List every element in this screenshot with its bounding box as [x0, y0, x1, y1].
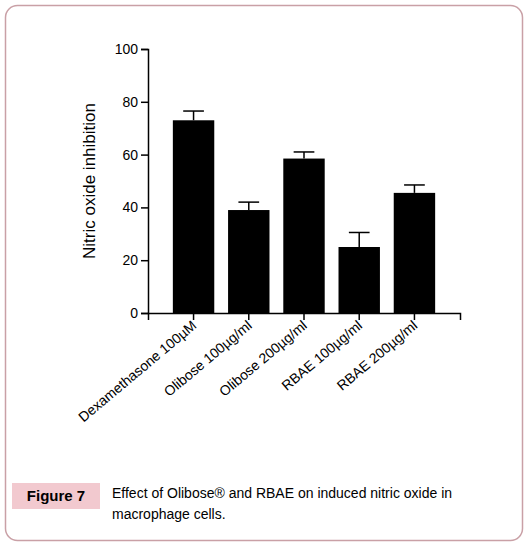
y-axis-title: Nitric oxide inhibition: [80, 103, 99, 259]
error-bar: [294, 152, 315, 159]
x-tick-mark: [193, 313, 195, 320]
y-tick-mark: [141, 260, 148, 262]
error-bar-stem: [358, 232, 360, 247]
y-tick: 0: [130, 305, 148, 321]
figure-label: Figure 7: [12, 483, 100, 509]
bar: [394, 193, 435, 313]
y-tick-label: 40: [122, 199, 138, 215]
y-tick-mark: [141, 313, 148, 315]
error-bar-cap: [294, 151, 315, 153]
error-bar-cap: [183, 110, 204, 112]
x-axis-line: [149, 314, 461, 321]
error-bar-stem: [303, 152, 305, 159]
bar: [173, 120, 214, 313]
x-tick: Dexamethasone 100µM: [75, 313, 199, 425]
y-tick-mark: [141, 154, 148, 156]
chart: 0 20 40 60 80 100 Dexamethasone 100µMOlibose 1…: [0, 0, 528, 546]
y-tick: 60: [122, 147, 148, 163]
y-tick-label: 20: [122, 252, 138, 268]
y-tick-mark: [141, 102, 148, 104]
error-bar: [349, 232, 370, 247]
x-tick-mark: [303, 313, 305, 320]
y-tick-mark: [141, 207, 148, 209]
y-tick: 40: [122, 199, 148, 215]
figure-label-text: Figure 7: [27, 487, 85, 504]
y-axis: 0 20 40 60 80 100: [115, 41, 149, 321]
error-bar-stem: [414, 185, 416, 193]
bar: [228, 210, 269, 313]
figure-label-box: [12, 483, 100, 509]
y-tick-label: 0: [130, 305, 138, 321]
caption: Effect of Olibose® and RBAE on induced n…: [112, 485, 452, 522]
caption-line: macrophage cells.: [112, 506, 226, 522]
y-tick: 20: [122, 252, 148, 268]
error-bar-stem: [248, 202, 250, 210]
x-tick-label: RBAE 200µg/ml: [334, 317, 421, 393]
error-bar: [183, 111, 204, 120]
error-bar: [238, 202, 259, 210]
error-bar-cap: [404, 184, 425, 186]
x-tick-mark: [414, 313, 416, 320]
y-tick: 100: [115, 41, 148, 57]
y-tick: 80: [122, 94, 148, 110]
bar: [339, 247, 380, 313]
x-tick-mark: [248, 313, 250, 320]
error-bar: [404, 185, 425, 193]
x-tick-mark: [358, 313, 360, 320]
x-axis: Dexamethasone 100µMOlibose 100µg/mlOlibo…: [75, 313, 460, 425]
y-tick-mark: [141, 49, 148, 51]
error-bar-cap: [238, 201, 259, 203]
bar: [283, 159, 324, 313]
y-tick-label: 100: [115, 41, 139, 57]
y-tick-label: 80: [122, 94, 138, 110]
frame: [6, 6, 523, 541]
error-bar-stem: [193, 111, 195, 120]
y-tick-label: 60: [122, 147, 138, 163]
x-tick: RBAE 200µg/ml: [334, 313, 421, 394]
caption-line: Effect of Olibose® and RBAE on induced n…: [112, 485, 452, 501]
y-axis-line: [141, 50, 149, 314]
error-bar-cap: [349, 232, 370, 234]
plot-area: [173, 111, 435, 313]
